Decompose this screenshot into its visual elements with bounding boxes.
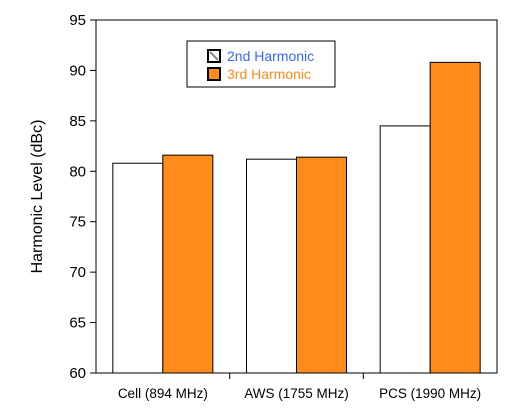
bar-3rd-harmonic-1 <box>296 156 347 374</box>
y-tick-label: 65 <box>69 315 86 332</box>
x-category-label: PCS (1990 MHz) <box>379 386 481 401</box>
x-category-label: AWS (1755 MHz) <box>244 386 349 401</box>
y-axis-label: Harmonic Level (dBc) <box>29 120 46 274</box>
y-tick-label: 80 <box>69 163 86 180</box>
legend-label-3rd-harmonic: 3rd Harmonic <box>227 66 311 82</box>
legend-swatch-3rd-harmonic <box>207 67 221 81</box>
y-tick-label: 75 <box>69 214 86 231</box>
bar-3rd-harmonic-0 <box>162 154 214 374</box>
bar-2nd-harmonic-0 <box>112 162 164 374</box>
legend-label-2nd-harmonic: 2nd Harmonic <box>227 48 314 64</box>
y-tick-label: 95 <box>69 12 86 29</box>
y-tick-label: 70 <box>69 264 86 281</box>
bar-2nd-harmonic-1 <box>246 158 297 374</box>
y-tick-label: 60 <box>69 365 86 382</box>
x-category-label: Cell (894 MHz) <box>118 386 208 401</box>
legend-swatch-hatch <box>209 51 219 61</box>
y-tick-label: 85 <box>69 113 86 130</box>
bar-2nd-harmonic-2 <box>379 125 431 374</box>
bar-3rd-harmonic-2 <box>429 61 481 374</box>
y-tick-label: 90 <box>69 62 86 79</box>
